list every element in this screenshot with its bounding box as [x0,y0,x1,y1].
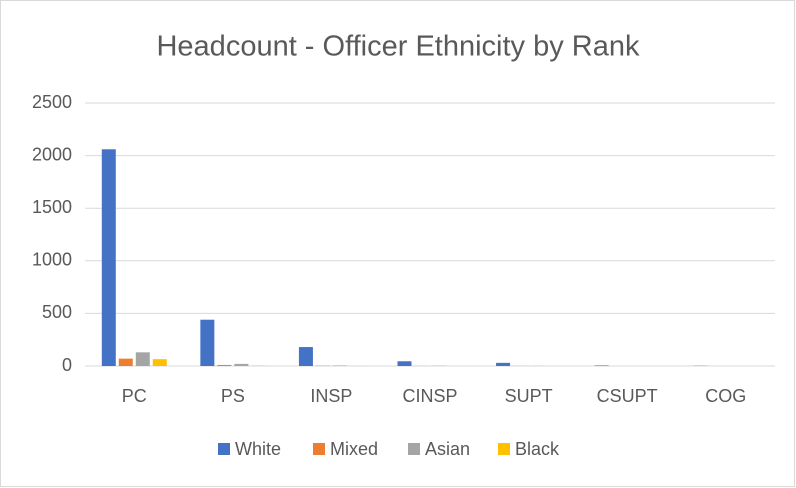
bar [234,363,249,366]
legend-swatch [498,443,510,455]
chart-title: Headcount - Officer Ethnicity by Rank [156,31,640,63]
x-tick-label: CSUPT [597,386,658,406]
bar [397,361,412,366]
bar [332,365,347,366]
x-tick-label: PS [221,386,245,406]
y-tick-label: 2500 [32,92,72,112]
x-tick-label: PC [122,386,147,406]
bar [200,319,215,366]
legend-label: Asian [425,439,470,459]
legend-swatch [218,443,230,455]
legend-swatch [313,443,325,455]
bar [152,359,167,366]
legend-swatch [408,443,420,455]
bar [217,364,232,366]
y-tick-label: 1500 [32,197,72,217]
x-tick-label: COG [705,386,746,406]
bar [594,365,609,366]
x-tick-label: INSP [310,386,352,406]
x-tick-label: CINSP [402,386,457,406]
legend-label: Black [515,439,560,459]
bar [118,358,133,366]
legend-label: White [235,439,281,459]
bar [101,149,116,366]
y-tick-label: 1000 [32,250,72,270]
bar [496,362,511,366]
y-tick-label: 500 [42,302,72,322]
y-tick-label: 0 [62,355,72,375]
bar [298,347,313,366]
legend-label: Mixed [330,439,378,459]
x-tick-label: SUPT [505,386,553,406]
y-tick-label: 2000 [32,144,72,164]
bar [135,352,150,366]
